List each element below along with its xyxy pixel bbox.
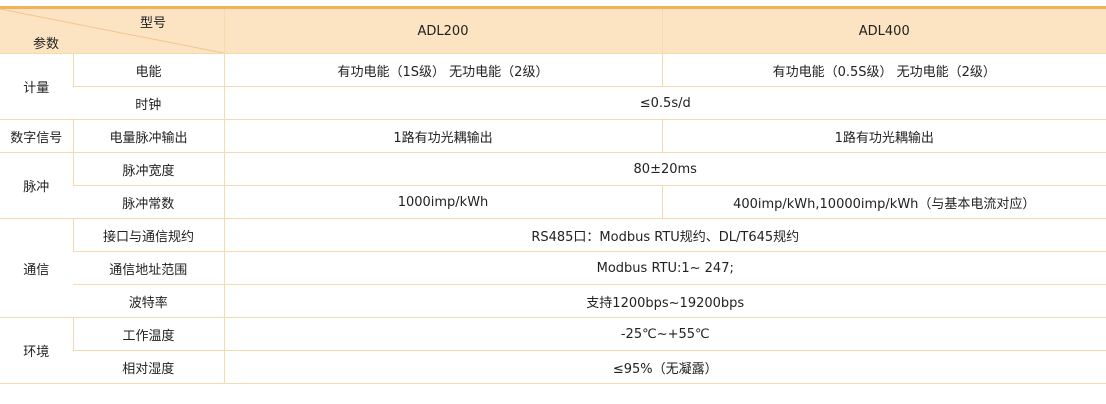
group-digital: 数字信号 (0, 119, 73, 153)
table-row: 波特率 支持1200bps~19200bps (0, 284, 1106, 318)
value-adl200: 1路有功光耦输出 (223, 119, 662, 153)
table-row: 时钟 ≤0.5s/d (0, 86, 1106, 120)
table-row: 脉冲 脉冲宽度 80±20ms (0, 152, 1106, 219)
value-shared: Modbus RTU:1~ 247; (223, 251, 1106, 285)
value-adl400: 有功电能（0.5S级） 无功电能（2级） (661, 53, 1106, 87)
param-name: 脉冲常数 (73, 185, 224, 219)
param-name: 相对湿度 (73, 350, 224, 384)
param-name: 接口与通信规约 (72, 218, 224, 252)
param-name: 时钟 (73, 86, 224, 120)
table-row: 数字信号 电量脉冲输出 1路有功光耦输出 1路有功光耦输出 (0, 119, 1106, 153)
param-name: 脉冲宽度 (72, 152, 224, 186)
group-comm: 通信 (0, 218, 73, 318)
value-shared: -25℃~+55℃ (223, 317, 1106, 351)
value-adl200: 有功电能（1S级） 无功电能（2级） (223, 53, 662, 87)
value-shared: ≤95%（无凝露） (223, 350, 1106, 384)
param-name: 工作温度 (72, 317, 224, 351)
param-name: 通信地址范围 (73, 251, 224, 285)
table-row: 通信地址范围 Modbus RTU:1~ 247; (0, 251, 1106, 285)
diagonal-header-cell: 型号 参数 (0, 7, 224, 54)
model-label: 型号 (140, 16, 167, 31)
value-shared: 80±20ms (223, 152, 1106, 186)
value-adl200: 1000imp/kWh (223, 185, 662, 219)
value-shared: ≤0.5s/d (223, 86, 1106, 120)
table-row: 通信 接口与通信规约 RS485口：Modbus RTU规约、DL/T645规约 (0, 218, 1106, 318)
group-pulse: 脉冲 (0, 152, 73, 219)
value-adl400: 400imp/kWh,10000imp/kWh（与基本电流对应） (661, 185, 1106, 219)
table-row: 脉冲常数 1000imp/kWh 400imp/kWh,10000imp/kWh… (0, 185, 1106, 219)
group-env: 环境 (0, 317, 73, 384)
column-header-adl200: ADL200 (223, 7, 662, 54)
value-shared: 支持1200bps~19200bps (223, 284, 1106, 318)
value-shared: RS485口：Modbus RTU规约、DL/T645规约 (223, 218, 1106, 252)
param-name: 电量脉冲输出 (72, 119, 224, 153)
table-row: 相对湿度 ≤95%（无凝露） (0, 350, 1106, 384)
table-row: 环境 工作温度 -25℃~+55℃ (0, 317, 1106, 384)
param-name: 波特率 (73, 284, 224, 318)
spec-table: 型号 参数 ADL200 ADL400 计量 电能 有功电能（1S级） 无功电能… (0, 6, 1106, 384)
column-header-adl400: ADL400 (661, 7, 1106, 54)
param-label: 参数 (33, 37, 60, 52)
group-metering: 计量 (0, 53, 73, 120)
header-row: 型号 参数 ADL200 ADL400 (0, 7, 1106, 54)
param-name: 电能 (72, 53, 224, 87)
value-adl400: 1路有功光耦输出 (661, 119, 1106, 153)
table-row: 计量 电能 有功电能（1S级） 无功电能（2级） 有功电能（0.5S级） 无功电… (0, 53, 1106, 120)
